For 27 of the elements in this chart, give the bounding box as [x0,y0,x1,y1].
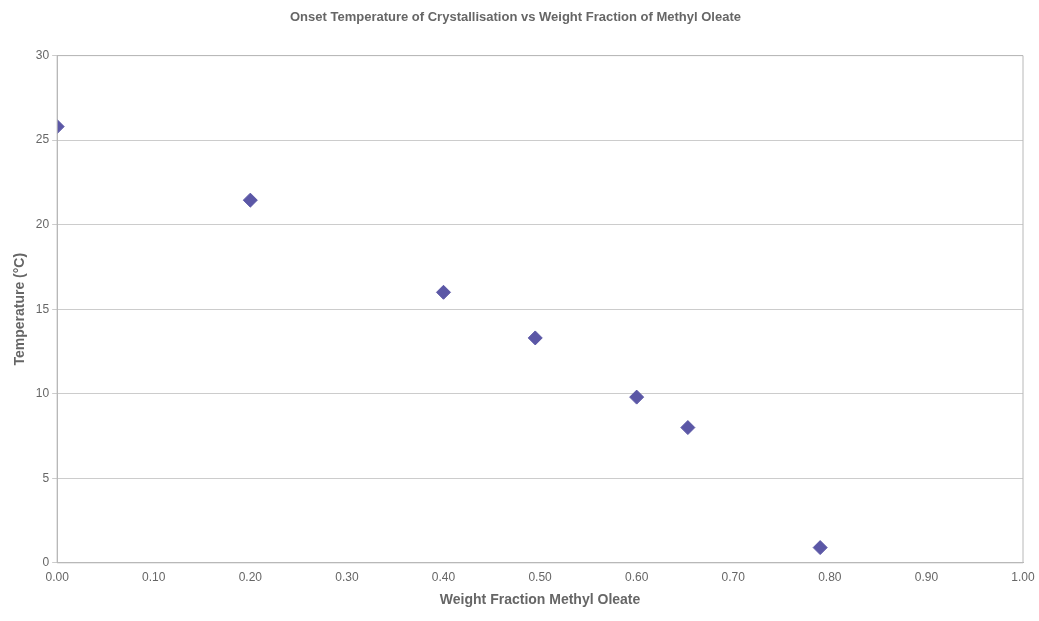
y-tick-label: 5 [42,470,50,485]
x-tick-label: 0.30 [335,570,359,585]
x-axis-title: Weight Fraction Methyl Oleate [439,591,641,608]
x-tick-label: 0.40 [431,570,456,585]
x-tick-label: 0.80 [818,570,842,585]
x-tick-label: 0.90 [914,570,939,585]
point [527,330,543,346]
chart-title: Onset Temperature of Crystallisation vs Weight Fraction of Methyl Oleate [289,9,742,25]
x-tick-label: 0.70 [721,570,746,585]
y-tick-label: 10 [35,386,50,401]
x-tick-label: 1.00 [1011,570,1035,585]
point [629,389,645,405]
x-tick-label: 0.10 [142,570,166,585]
y-tick-label: 0 [42,555,50,570]
y-axis-title: Temperature (°C) [11,252,28,366]
y-tick-label: 30 [35,47,50,62]
x-tick-label: 0.50 [528,570,553,585]
y-tick-label: 15 [35,301,50,316]
point [680,420,696,436]
x-tick-label: 0.60 [624,570,649,585]
x-tick-label: 0.00 [45,570,70,585]
point [812,540,828,556]
x-tick-label: 0.20 [238,570,263,585]
y-tick-label: 25 [35,132,50,147]
y-tick-label: 20 [35,216,50,231]
point [435,284,451,300]
point [242,192,258,208]
